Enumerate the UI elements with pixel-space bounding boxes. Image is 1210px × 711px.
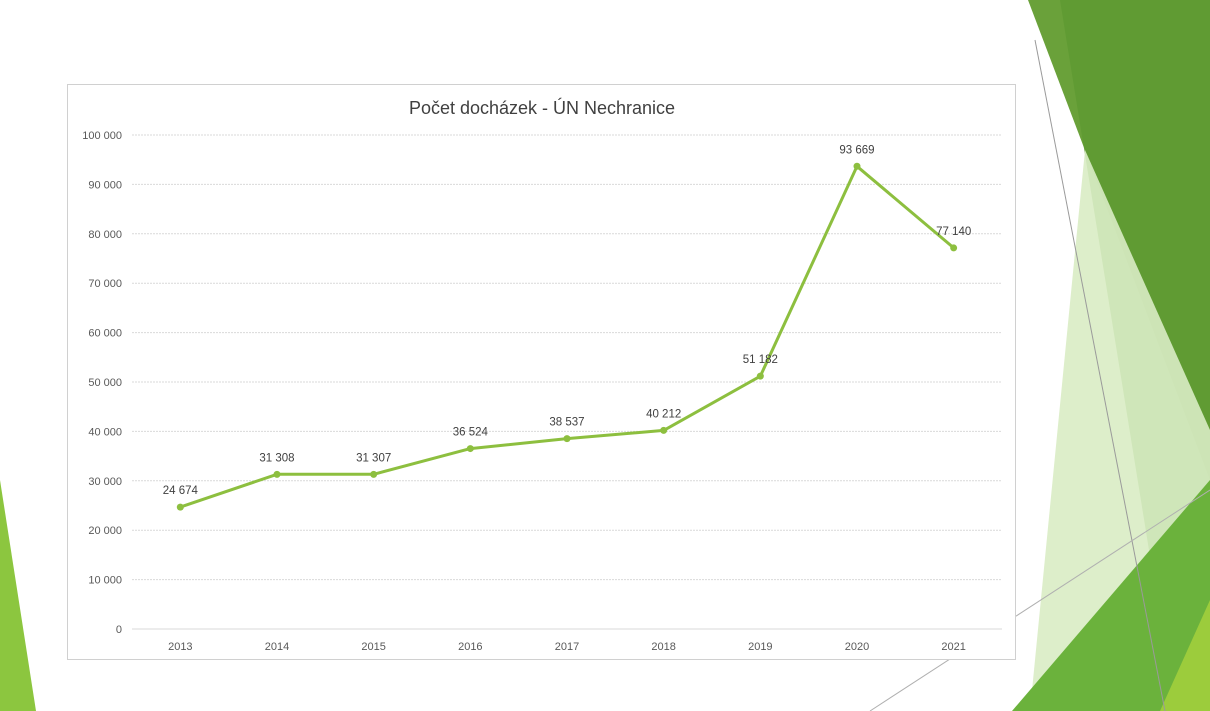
y-tick-label: 90 000 [88,179,122,191]
data-point [273,470,281,478]
x-tick-label: 2019 [748,641,772,653]
data-point [756,372,764,380]
x-tick-label: 2021 [941,641,965,653]
y-tick-label: 70 000 [88,278,122,290]
data-labels: 24 674 31 308 31 307 36 524 38 537 40 212 51 1… [163,144,972,497]
data-label: 93 669 [839,144,874,156]
chart-area: Počet docházek - ÚN Nechranice 0 10 000 20… [67,84,1016,660]
y-tick-label: 80 000 [88,229,122,241]
series-line [176,162,958,511]
y-tick-label: 20 000 [88,525,122,537]
x-tick-label: 2015 [361,641,385,653]
decor-thin-line-2 [869,489,1210,711]
data-point [370,470,378,478]
y-tick-label: 10 000 [88,575,122,587]
data-label: 51 182 [743,354,778,366]
gridlines [132,134,1002,630]
data-point [660,426,668,434]
x-tick-label: 2016 [458,641,482,653]
data-point [176,503,184,511]
data-label: 38 537 [549,417,584,429]
data-label: 24 674 [163,485,199,497]
y-axis-labels: 0 10 000 20 000 30 000 40 000 50 000 60 000 70 … [82,130,122,636]
data-label: 36 524 [453,427,489,439]
y-tick-label: 0 [116,624,122,636]
data-point [950,244,958,252]
x-tick-label: 2017 [555,641,579,653]
x-tick-label: 2018 [651,641,675,653]
y-tick-label: 30 000 [88,476,122,488]
x-tick-label: 2014 [265,641,289,653]
data-point [853,162,861,170]
y-tick-label: 100 000 [82,130,122,142]
decor-shape-bottom-right-green [1012,480,1210,711]
data-point [563,435,571,443]
x-axis-labels: 2013 2014 2015 2016 2017 2018 2019 2020 2021 [168,641,966,653]
data-label: 31 307 [356,452,391,464]
data-label: 40 212 [646,408,681,420]
data-label: 31 308 [259,452,294,464]
x-tick-label: 2020 [845,641,869,653]
y-tick-label: 40 000 [88,426,122,438]
chart-title: Počet docházek - ÚN Nechranice [409,97,675,118]
data-point [466,445,474,453]
line-chart: Počet docházek - ÚN Nechranice 0 10 000 20… [82,97,1002,653]
data-label: 77 140 [936,226,971,238]
y-tick-label: 60 000 [88,328,122,340]
y-tick-label: 50 000 [88,377,122,389]
decor-thin-line-1 [1034,39,1166,711]
x-tick-label: 2013 [168,641,192,653]
series-line-path [179,164,955,509]
decor-shape-left-green [0,480,36,711]
decor-shape-bottom-right-bright [1160,600,1210,711]
